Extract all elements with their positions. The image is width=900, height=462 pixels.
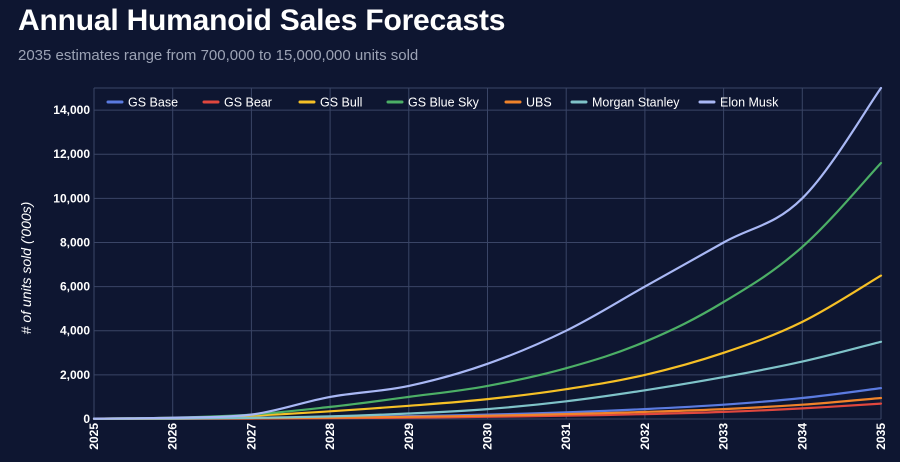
legend-item-gs-bull: GS Bull [298, 96, 362, 110]
grid [93, 87, 882, 420]
x-tick-label: 2028 [323, 423, 337, 450]
legend-label: Elon Musk [720, 96, 779, 110]
y-tick-label: 10,000 [53, 191, 90, 205]
legend-item-gs-base: GS Base [106, 96, 178, 110]
x-tick-label: 2032 [638, 423, 652, 450]
x-tick-label: 2033 [717, 423, 731, 450]
y-tick-label: 8,000 [60, 235, 90, 249]
x-tick-label: 2035 [874, 423, 888, 450]
x-tick-label: 2034 [795, 423, 809, 450]
series-line-morgan-stanley [92, 340, 883, 420]
axes: 0 2,000 4,000 6,000 8,000 10,000 12,000 14,000 2… [53, 103, 888, 450]
series-lines [92, 86, 883, 420]
x-tick-label: 2031 [559, 423, 573, 450]
legend-label: GS Bear [224, 96, 272, 110]
legend-item-ubs: UBS [504, 96, 552, 110]
legend-label: UBS [526, 96, 552, 110]
legend-item-morgan-stanley: Morgan Stanley [570, 96, 680, 110]
y-axis-label: # of units sold ('000s) [18, 202, 34, 335]
y-tick-label: 12,000 [53, 147, 90, 161]
series-line-elon-musk [92, 86, 883, 420]
legend-label: GS Base [128, 96, 178, 110]
x-tick-label: 2025 [87, 423, 101, 450]
legend: GS Base GS Bear GS Bull GS Blue Sky UBS Morga… [106, 96, 779, 110]
legend-item-gs-blue-sky: GS Blue Sky [386, 96, 480, 110]
y-tick-label: 6,000 [60, 280, 90, 294]
legend-label: Morgan Stanley [592, 96, 680, 110]
legend-label: GS Blue Sky [408, 96, 480, 110]
chart-subtitle: 2035 estimates range from 700,000 to 15,… [18, 47, 419, 64]
y-tick-label: 0 [83, 412, 90, 426]
y-tick-label: 4,000 [60, 324, 90, 338]
y-tick-label: 2,000 [60, 368, 90, 382]
x-tick-label: 2029 [402, 423, 416, 450]
x-tick-label: 2030 [481, 423, 495, 450]
legend-item-gs-bear: GS Bear [202, 96, 272, 110]
x-tick-label: 2027 [244, 423, 258, 450]
legend-item-elon-musk: Elon Musk [698, 96, 779, 110]
chart-title: Annual Humanoid Sales Forecasts [18, 4, 506, 37]
legend-label: GS Bull [320, 96, 362, 110]
y-tick-label: 14,000 [53, 103, 90, 117]
x-tick-label: 2026 [166, 423, 180, 450]
